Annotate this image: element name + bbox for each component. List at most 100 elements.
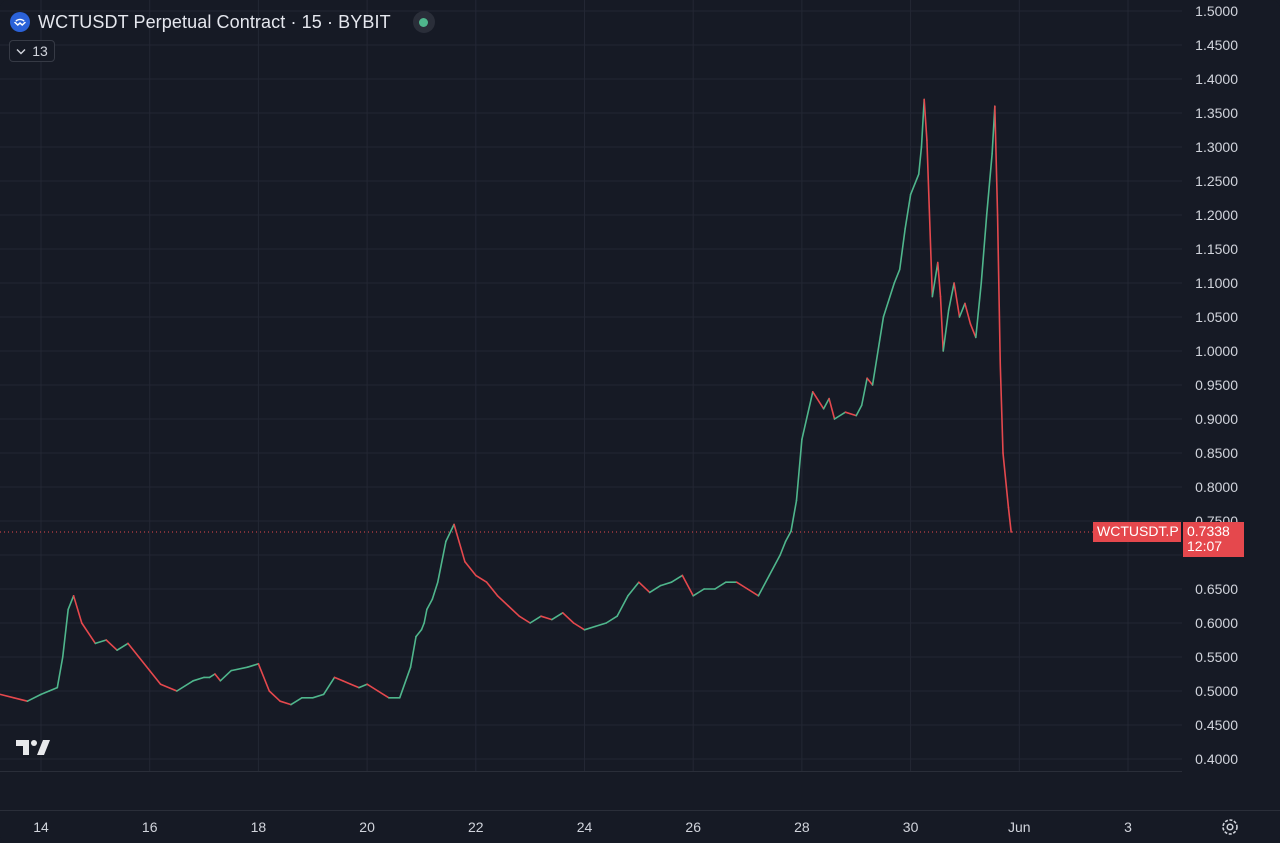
price-segment: [268, 690, 281, 703]
price-segment: [939, 295, 945, 352]
price-axis-tick-label: 0.8000: [1195, 479, 1238, 495]
price-segment: [572, 622, 586, 631]
price-segment: [964, 302, 972, 325]
price-segment: [942, 309, 950, 352]
price-segment: [214, 673, 222, 682]
price-segment: [0, 693, 15, 699]
price-segment: [423, 608, 428, 624]
price-segment: [377, 690, 390, 699]
price-segment: [648, 584, 662, 594]
price-segment: [898, 227, 906, 271]
time-axis-tick-label: 20: [359, 819, 375, 835]
time-axis-tick-label: 18: [251, 819, 267, 835]
price-segment: [594, 622, 608, 628]
price-segment: [866, 377, 874, 386]
price-segment: [290, 696, 303, 706]
price-segment: [920, 98, 925, 148]
price-segment: [561, 611, 575, 624]
price-axis-tick-label: 0.6500: [1195, 581, 1238, 597]
price-axis-tick-label: 1.3000: [1195, 139, 1238, 155]
price-segment: [148, 669, 162, 686]
price-axis-tick-label: 0.5000: [1195, 683, 1238, 699]
price-axis-tick-label: 1.2000: [1195, 207, 1238, 223]
price-segment: [996, 214, 1002, 366]
price-segment: [127, 642, 140, 658]
last-price-label: 0.7338 12:07: [1183, 522, 1244, 557]
time-axis-tick-label: 22: [468, 819, 484, 835]
price-segment: [882, 282, 896, 318]
price-segment: [926, 139, 934, 298]
price-segment: [931, 261, 939, 298]
symbol-title[interactable]: WCTUSDT Perpetual Contract · 15 · BYBIT: [38, 11, 391, 32]
price-segment: [980, 214, 988, 284]
price-segment: [923, 98, 928, 141]
price-segment: [464, 560, 477, 577]
price-segment: [855, 404, 863, 417]
price-segment: [627, 581, 640, 597]
tradingview-logo-icon[interactable]: [16, 738, 50, 756]
price-segment: [871, 316, 885, 386]
price-axis-tick-label: 1.5000: [1195, 3, 1238, 19]
indicators-toggle-button[interactable]: 13: [9, 40, 55, 62]
price-axis-tick-label: 1.0000: [1195, 343, 1238, 359]
price-axis-tick-label: 1.0500: [1195, 309, 1238, 325]
price-segment: [176, 679, 194, 692]
price-axis-tick-label: 0.5500: [1195, 649, 1238, 665]
price-segment: [507, 605, 521, 618]
price-segment: [768, 554, 781, 577]
price-axis-tick-label: 1.3500: [1195, 105, 1238, 121]
chart-header: WCTUSDT Perpetual Contract · 15 · BYBIT: [10, 9, 435, 35]
time-axis-tick-label: 16: [142, 819, 158, 835]
time-axis-tick-label: Jun: [1008, 819, 1031, 835]
time-axis-tick-label: 14: [33, 819, 49, 835]
price-segment: [358, 683, 368, 689]
price-segment: [474, 574, 488, 584]
price-segment: [692, 588, 705, 597]
price-segment: [279, 700, 292, 706]
price-axis-tick-label: 1.4000: [1195, 71, 1238, 87]
indicator-count: 13: [32, 43, 48, 59]
time-axis-tick-label: 24: [577, 819, 593, 835]
price-segment: [681, 574, 695, 597]
price-segment: [893, 268, 901, 284]
price-axis-tick-label: 0.4000: [1195, 751, 1238, 767]
price-segment: [26, 693, 42, 703]
market-status-indicator[interactable]: [412, 11, 435, 33]
price-segment: [13, 696, 29, 703]
price-segment: [917, 146, 923, 175]
price-segment: [1002, 452, 1010, 509]
price-segment: [833, 411, 847, 420]
price-segment: [958, 302, 966, 318]
price-segment: [605, 615, 618, 624]
price-segment: [757, 574, 771, 597]
price-segment: [999, 363, 1004, 454]
price-segment: [529, 615, 542, 624]
price-axis-tick-label: 1.1500: [1195, 241, 1238, 257]
price-segment: [795, 438, 803, 502]
price-segment: [409, 635, 417, 669]
symbol-tag-text: WCTUSDT.P: [1097, 523, 1179, 539]
price-segment: [659, 581, 673, 587]
price-segment: [670, 574, 684, 584]
price-segment: [61, 608, 69, 658]
price-axis-tick-label: 0.9000: [1195, 411, 1238, 427]
price-segment: [784, 530, 792, 543]
price-segment: [333, 676, 344, 682]
price-segment: [909, 173, 920, 196]
settings-gear-icon[interactable]: [1219, 816, 1241, 838]
price-segment: [366, 683, 379, 692]
price-segment: [230, 666, 249, 672]
price-segment: [436, 540, 447, 584]
price-segment: [311, 693, 325, 699]
market-open-dot-icon: [419, 17, 429, 27]
price-segment: [219, 669, 233, 682]
price-segment: [790, 499, 798, 533]
price-segment: [904, 193, 912, 230]
price-axis-tick-label: 1.1000: [1195, 275, 1238, 291]
price-segment: [583, 625, 597, 631]
price-segment: [714, 581, 727, 590]
price-segment: [947, 282, 955, 312]
price-segment: [746, 588, 760, 597]
time-axis-tick-label: 26: [685, 819, 701, 835]
